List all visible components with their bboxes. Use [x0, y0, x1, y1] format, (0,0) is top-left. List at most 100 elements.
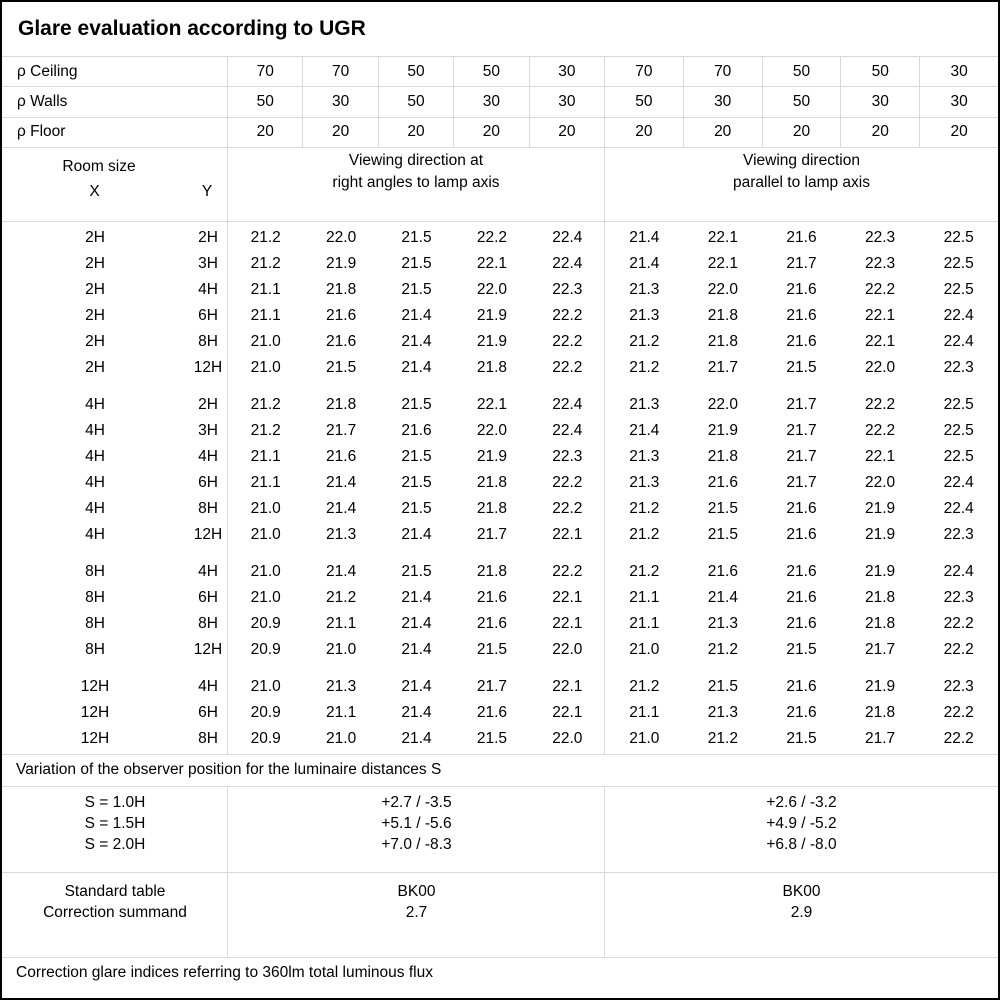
right-angles-heading: Viewing direction at right angles to lam…	[228, 147, 605, 221]
ugr-value: 21.6	[326, 332, 357, 350]
ugr-value: 21.2	[250, 254, 281, 272]
ugr-value: 21.5	[401, 562, 432, 580]
ugr-value: 21.1	[326, 614, 357, 632]
ugr-value: 22.1	[552, 703, 583, 721]
ugr-value: 21.8	[476, 473, 507, 491]
reflectance-value: 50	[377, 57, 453, 87]
ugr-value: 21.4	[629, 228, 660, 246]
ugr-values-parallel: 21.4 21.9 21.7 22.2 22.5	[605, 418, 998, 444]
ugr-value: 22.1	[552, 588, 583, 606]
room-size-cell: 2H 6H	[2, 303, 228, 329]
ugr-value: 22.4	[943, 499, 974, 517]
ugr-value: 21.5	[707, 499, 738, 517]
ugr-value: 21.1	[629, 614, 660, 632]
ugr-value: 21.5	[401, 499, 432, 517]
room-size-y: 6H	[198, 703, 218, 721]
ugr-value: 21.8	[864, 614, 896, 632]
ugr-value: 22.2	[476, 228, 507, 246]
ugr-value: 21.7	[864, 729, 896, 747]
room-size-y: 8H	[198, 499, 218, 517]
page-title: Glare evaluation according to UGR	[2, 2, 998, 57]
column-divider	[227, 872, 228, 957]
ugr-value: 21.7	[476, 525, 507, 543]
ugr-values-parallel: 21.2 21.8 21.6 22.1 22.4	[605, 329, 998, 355]
ugr-values-parallel: 21.4 22.1 21.7 22.3 22.5	[605, 251, 998, 277]
standard-row-label: Correction summand	[43, 903, 187, 921]
reflectance-value: 50	[635, 92, 653, 110]
ugr-values-right-angles: 21.0 21.4 21.5 21.8 22.2	[228, 559, 605, 585]
ugr-value: 21.8	[476, 499, 507, 517]
standard-labels: Standard table Correction summand	[2, 881, 228, 957]
ugr-value: 21.7	[786, 254, 817, 272]
ugr-value: 20.9	[250, 729, 281, 747]
ugr-value: 21.9	[326, 254, 357, 272]
ugr-value: 21.6	[786, 280, 817, 298]
ugr-values-right-angles: 21.1 21.6 21.4 21.9 22.2	[228, 303, 605, 329]
reflectance-value: 20	[453, 117, 528, 147]
standard-value-parallel: BK00	[782, 882, 821, 900]
parallel-heading-line1: Viewing direction	[743, 151, 860, 169]
ugr-value: 21.4	[326, 562, 357, 580]
room-size-y: 12H	[193, 358, 223, 376]
s-value-parallel: +2.6 / -3.2	[766, 793, 837, 811]
ugr-value: 21.0	[250, 358, 281, 376]
ugr-value: 21.6	[707, 473, 738, 491]
room-size-cell: 8H 12H	[2, 637, 228, 663]
ugr-value: 21.5	[476, 729, 507, 747]
ugr-block: 12H 4H 21.0 21.3 21.4 21.7 22.1 21.2 21.5 21.6 21.…	[2, 674, 998, 752]
ugr-value: 21.8	[326, 395, 357, 413]
room-size-x: 12H	[80, 703, 110, 721]
room-size-cell: 2H 3H	[2, 251, 228, 277]
ugr-value: 22.4	[552, 395, 583, 413]
ugr-value: 21.1	[629, 703, 660, 721]
standard-value-right-angles: BK00	[397, 882, 436, 900]
reflectance-value: 50	[761, 87, 841, 117]
reflectance-value: 50	[453, 57, 528, 87]
s-value-right-angles: +5.1 / -5.6	[381, 814, 452, 832]
room-size-y: 8H	[198, 729, 218, 747]
reflectance-values-right-angles: 70 70 50 50 30	[228, 57, 605, 87]
ugr-value: 21.5	[401, 395, 432, 413]
ugr-value: 21.7	[786, 395, 817, 413]
ugr-row: 12H 8H 20.9 21.0 21.4 21.5 22.0 21.0 21.2 21.5 21.…	[2, 726, 998, 752]
ugr-values-right-angles: 21.0 21.6 21.4 21.9 22.2	[228, 329, 605, 355]
ugr-value: 21.9	[476, 306, 507, 324]
standard-value-parallel: 2.9	[790, 903, 813, 921]
ugr-block: 4H 2H 21.2 21.8 21.5 22.1 22.4 21.3 22.0 21.7 22.2…	[2, 392, 998, 548]
ugr-value: 21.4	[326, 473, 357, 491]
ugr-value: 21.7	[786, 447, 817, 465]
ugr-value: 22.1	[864, 332, 896, 350]
s-distance-label: S = 1.5H	[84, 814, 146, 832]
table-header-row: Room size X Y Viewing direction at right…	[2, 147, 998, 222]
ugr-values-right-angles: 20.9 21.1 21.4 21.6 22.1	[228, 611, 605, 637]
ugr-value: 21.6	[326, 447, 357, 465]
ugr-value: 22.4	[943, 332, 974, 350]
ugr-value: 22.3	[943, 677, 974, 695]
ugr-values-parallel: 21.3 21.6 21.7 22.0 22.4	[605, 470, 998, 496]
room-size-cell: 4H 6H	[2, 470, 228, 496]
ugr-value: 20.9	[250, 614, 281, 632]
room-size-cell: 4H 2H	[2, 392, 228, 418]
ugr-table-body: 2H 2H 21.2 22.0 21.5 22.2 22.4 21.4 22.1 21.6 22.3…	[2, 221, 998, 755]
ugr-value: 21.3	[326, 677, 357, 695]
s-values-parallel: +2.6 / -3.2 +4.9 / -5.2 +6.8 / -8.0	[605, 792, 998, 872]
ugr-value: 21.6	[401, 421, 432, 439]
ugr-value: 21.8	[476, 562, 507, 580]
ugr-value: 22.2	[552, 306, 583, 324]
room-size-x: 2H	[85, 254, 105, 272]
reflectance-value: 50	[840, 57, 919, 87]
ugr-value: 21.1	[250, 280, 281, 298]
column-divider	[604, 872, 605, 957]
ugr-block: 2H 2H 21.2 22.0 21.5 22.2 22.4 21.4 22.1 21.6 22.3…	[2, 225, 998, 381]
room-size-y: 4H	[198, 280, 218, 298]
reflectance-value: 30	[919, 57, 998, 87]
ugr-value: 22.3	[552, 447, 583, 465]
ugr-value: 21.1	[250, 306, 281, 324]
ugr-value: 21.2	[707, 729, 738, 747]
room-size-x: 8H	[85, 640, 105, 658]
ugr-values-right-angles: 20.9 21.0 21.4 21.5 22.0	[228, 637, 605, 663]
ugr-row: 2H 2H 21.2 22.0 21.5 22.2 22.4 21.4 22.1 21.6 22.3…	[2, 225, 998, 251]
ugr-value: 21.8	[476, 358, 507, 376]
ugr-value: 21.3	[629, 280, 660, 298]
ugr-block: 8H 4H 21.0 21.4 21.5 21.8 22.2 21.2 21.6 21.6 21.9…	[2, 559, 998, 663]
